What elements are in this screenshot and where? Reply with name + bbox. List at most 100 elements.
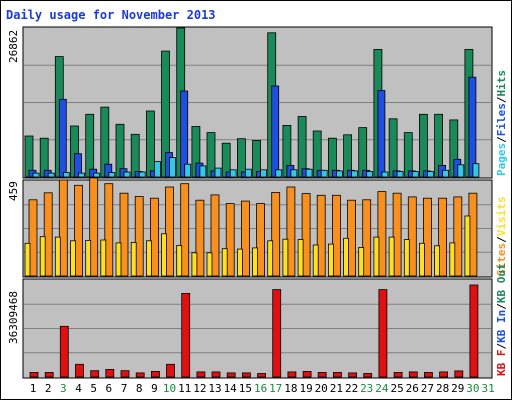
bar-kbf-day-29 — [454, 370, 464, 378]
bar-sites-day-20 — [316, 194, 326, 277]
x-label-day-13: 13 — [208, 382, 221, 395]
bar-pages-day-4 — [78, 172, 85, 178]
x-label-day-26: 26 — [406, 382, 419, 395]
bar-pages-day-9 — [153, 161, 161, 178]
bar-kbf-day-14 — [226, 372, 236, 378]
bar-visits-day-5 — [85, 239, 92, 277]
bar-kbf-day-27 — [423, 371, 433, 378]
bar-visits-day-1 — [24, 242, 31, 277]
hits-legend: Pages/Files/Hits — [495, 70, 508, 176]
bar-files-day-6 — [104, 163, 113, 178]
bar-visits-day-12 — [191, 252, 198, 277]
bar-pages-day-6 — [108, 172, 116, 178]
bar-hits-day-15 — [236, 138, 246, 178]
bar-kbf-day-19 — [302, 370, 312, 378]
bar-kbf-day-8 — [135, 372, 145, 378]
bar-kbf-day-25 — [393, 371, 403, 378]
x-label-day-25: 25 — [390, 382, 403, 395]
bar-kbf-day-16 — [257, 373, 267, 378]
bar-kbf-day-4 — [75, 363, 84, 378]
bar-kbf-day-15 — [241, 372, 251, 378]
legend-sep-2: / — [495, 96, 508, 103]
bar-sites-day-17 — [271, 191, 281, 277]
bar-sites-day-9 — [149, 197, 159, 277]
bar-kbf-day-12 — [196, 371, 206, 378]
bar-pages-day-16 — [260, 169, 268, 178]
legend-sep-1: / — [495, 136, 508, 143]
bar-sites-day-28 — [438, 197, 448, 277]
legend-sep-3: / — [495, 236, 508, 243]
bar-pages-day-23 — [366, 171, 374, 178]
bar-visits-day-6 — [100, 239, 107, 277]
hits-ymax-label: 26862 — [7, 30, 20, 63]
bar-visits-day-27 — [418, 242, 425, 277]
bar-pages-day-8 — [138, 171, 146, 178]
x-label-day-18: 18 — [284, 382, 297, 395]
bar-sites-day-6 — [104, 183, 114, 277]
x-label-day-23: 23 — [360, 382, 373, 395]
bar-kbf-day-24 — [378, 289, 388, 378]
bars-layer — [24, 27, 480, 378]
bar-kbf-day-11 — [181, 292, 191, 378]
x-label-day-10: 10 — [163, 382, 176, 395]
bar-kbf-day-18 — [287, 371, 297, 378]
bar-kbf-day-20 — [317, 371, 327, 378]
bar-visits-day-15 — [236, 248, 243, 277]
x-label-day-29: 29 — [451, 382, 464, 395]
bar-visits-day-28 — [434, 245, 441, 277]
bar-visits-day-29 — [449, 242, 456, 277]
x-label-day-14: 14 — [224, 382, 238, 395]
legend-visits: Visits — [495, 197, 508, 237]
kbf-ymax-label: 36309468 — [7, 291, 20, 344]
bar-sites-day-21 — [331, 194, 341, 277]
x-label-day-17: 17 — [269, 382, 282, 395]
x-label-day-2: 2 — [45, 382, 52, 395]
bar-visits-day-18 — [282, 238, 289, 277]
bar-kbf-day-9 — [150, 370, 160, 378]
bar-files-day-4 — [74, 153, 82, 178]
x-label-day-20: 20 — [315, 382, 328, 395]
bar-kbf-day-23 — [363, 373, 373, 378]
bar-pages-day-20 — [320, 169, 328, 178]
bar-sites-day-14 — [225, 203, 235, 277]
bar-kbf-day-10 — [166, 363, 175, 378]
bar-pages-day-27 — [426, 171, 434, 178]
bar-pages-day-30 — [472, 163, 480, 178]
x-label-day-27: 27 — [421, 382, 434, 395]
bar-sites-day-7 — [119, 192, 129, 277]
bar-sites-day-27 — [422, 197, 432, 277]
bar-hits-day-8 — [130, 133, 140, 178]
bar-kbf-day-1 — [29, 371, 39, 378]
bar-sites-day-18 — [286, 186, 296, 277]
x-label-day-15: 15 — [239, 382, 252, 395]
bar-pages-day-12 — [199, 165, 207, 178]
bar-hits-day-9 — [145, 110, 155, 178]
bar-visits-day-26 — [403, 239, 410, 277]
bar-files-day-11 — [180, 90, 189, 178]
bar-pages-day-19 — [305, 168, 313, 178]
legend-kbf: KB F — [495, 350, 508, 377]
bar-visits-day-7 — [115, 242, 122, 277]
legend-sep-4: / — [495, 343, 508, 350]
x-label-day-4: 4 — [75, 382, 82, 395]
bar-pages-day-25 — [396, 171, 404, 178]
bar-visits-day-11 — [176, 244, 183, 277]
visits-legend: Sites/Visits — [495, 197, 508, 277]
bar-kbf-day-7 — [120, 370, 130, 378]
bar-visits-day-21 — [327, 243, 334, 277]
bar-kbf-day-17 — [272, 289, 282, 378]
x-label-day-7: 7 — [121, 382, 128, 395]
svg-text:Sites/Visits: Sites/Visits — [495, 197, 508, 277]
bar-visits-day-25 — [388, 236, 395, 277]
x-label-day-31: 31 — [481, 382, 494, 395]
bar-pages-day-29 — [457, 164, 465, 178]
bar-pages-day-15 — [244, 168, 252, 178]
x-label-day-1: 1 — [30, 382, 37, 395]
bar-sites-day-4 — [74, 184, 83, 277]
bar-kbf-day-21 — [332, 371, 342, 378]
bar-sites-day-15 — [240, 200, 250, 277]
bar-sites-day-29 — [453, 196, 463, 277]
bar-sites-day-3 — [58, 179, 68, 277]
bar-kbf-day-30 — [469, 284, 479, 378]
